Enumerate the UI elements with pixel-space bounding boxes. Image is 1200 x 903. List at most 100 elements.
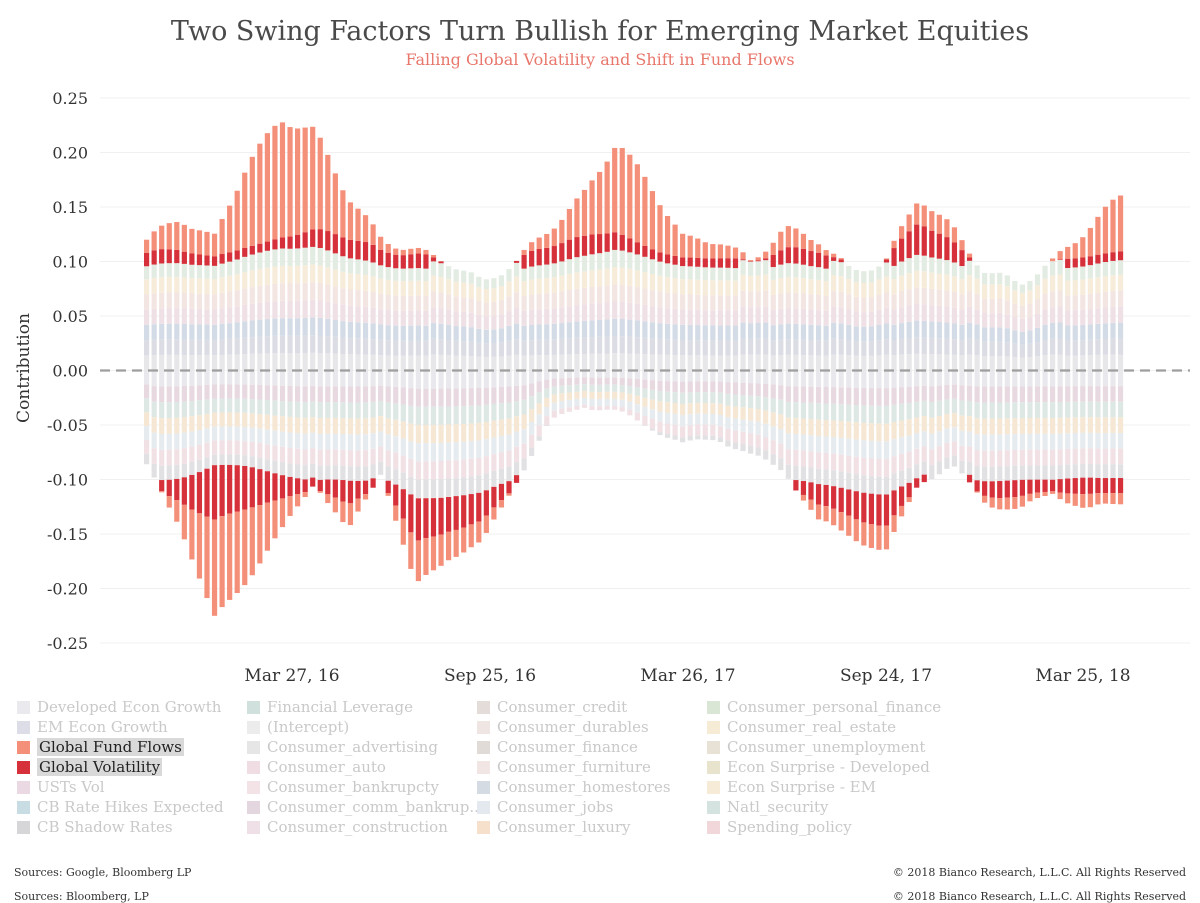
bar-segment <box>815 386 822 404</box>
bar-segment <box>1057 354 1063 371</box>
bar-segment <box>906 386 912 403</box>
legend-item[interactable]: Global Volatility <box>17 757 224 777</box>
legend-item[interactable]: Developed Econ Growth <box>17 697 224 717</box>
bar-segment <box>1057 306 1063 323</box>
bar-segment <box>657 432 663 436</box>
bar-segment <box>257 399 263 415</box>
bar-segment <box>446 424 452 443</box>
bar-segment <box>181 448 187 464</box>
bar-segment <box>672 403 678 414</box>
bar-segment <box>529 396 535 410</box>
bar-segment <box>378 339 384 356</box>
bar-segment <box>619 399 625 408</box>
bar-segment <box>597 353 603 371</box>
bar-segment <box>468 388 474 406</box>
bar-segment-global-volatility <box>770 254 776 268</box>
bar-segment <box>453 311 459 327</box>
legend-item[interactable]: CB Shadow Rates <box>17 817 224 837</box>
legend-item[interactable]: (Intercept) <box>247 717 479 737</box>
bar-segment <box>597 377 603 385</box>
bar-segment <box>468 272 474 284</box>
bar-segment-global-fund-flows <box>264 502 270 551</box>
legend-item[interactable]: Spending_policy <box>707 817 941 837</box>
bar-segment <box>876 459 882 477</box>
bar-segment <box>491 315 497 330</box>
legend-item[interactable]: Consumer_jobs <box>477 797 671 817</box>
bar-segment <box>159 263 165 278</box>
bar-segment <box>619 353 625 371</box>
bar-segment <box>808 418 814 436</box>
legend-item[interactable]: Consumer_construction <box>247 817 479 837</box>
bar-segment <box>868 326 874 342</box>
bar-segment <box>302 352 308 371</box>
legend-item[interactable]: CB Rate Hikes Expected <box>17 797 224 817</box>
bar-segment <box>982 450 988 467</box>
bar-segment <box>189 446 195 462</box>
legend-item[interactable]: Consumer_homestores <box>477 777 671 797</box>
bar-segment <box>144 426 150 440</box>
bar-segment <box>944 457 950 469</box>
bar-segment <box>529 266 535 280</box>
legend-item[interactable]: Consumer_credit <box>477 697 671 717</box>
bar-segment <box>181 308 187 324</box>
legend-item[interactable]: Natl_security <box>707 797 941 817</box>
bar-segment <box>151 417 157 433</box>
bar-segment <box>249 384 255 400</box>
bar-segment <box>1087 355 1093 371</box>
bar-segment-global-fund-flows <box>1065 246 1071 259</box>
legend-item[interactable]: Consumer_advertising <box>247 737 479 757</box>
legend-item[interactable]: Consumer_luxury <box>477 817 671 837</box>
legend-item[interactable]: Consumer_finance <box>477 737 671 757</box>
bar-segment <box>808 355 814 371</box>
legend-item[interactable]: Consumer_real_estate <box>707 717 941 737</box>
bar-segment-global-volatility <box>944 237 950 261</box>
bar-segment <box>853 311 859 327</box>
bar-segment <box>1004 300 1010 315</box>
bar-segment <box>159 402 165 419</box>
bar-segment-global-volatility <box>800 248 807 265</box>
legend-item[interactable]: EM Econ Growth <box>17 717 224 737</box>
bar-segment <box>566 399 572 408</box>
bar-segment <box>974 324 980 340</box>
legend-item[interactable]: Global Fund Flows <box>17 737 224 757</box>
bar-segment <box>332 253 338 270</box>
bar-segment <box>529 421 535 435</box>
bar-segment <box>287 385 293 402</box>
legend-swatch <box>247 700 260 714</box>
bar-segment <box>295 318 301 336</box>
bar-segment <box>453 326 459 341</box>
bar-segment <box>204 370 210 385</box>
bar-segment-global-volatility <box>899 238 905 262</box>
bar-segment <box>989 386 995 403</box>
legend-item[interactable]: Financial Leverage <box>247 697 479 717</box>
bar-segment-global-volatility <box>415 498 421 541</box>
bar-segment-global-volatility <box>974 480 980 492</box>
legend-item[interactable]: Consumer_comm_bankrup.. <box>247 797 479 817</box>
legend-item[interactable]: Consumer_unemployment <box>707 737 941 757</box>
legend-item[interactable]: Econ Surprise - EM <box>707 777 941 797</box>
bar-segment <box>551 410 557 418</box>
bar-segment <box>249 427 255 442</box>
legend-label: Spending_policy <box>727 818 852 836</box>
bar-segment <box>1019 357 1025 371</box>
bar-segment <box>272 460 278 474</box>
bar-segment <box>710 392 716 404</box>
bar-segment <box>400 310 406 326</box>
legend-item[interactable]: Consumer_bankrupcty <box>247 777 479 797</box>
bar-segment-global-fund-flows <box>506 493 512 496</box>
bar-segment <box>1080 340 1086 356</box>
bar-segment-global-fund-flows <box>393 505 399 521</box>
legend-item[interactable]: USTs Vol <box>17 777 224 797</box>
bar-segment-global-fund-flows <box>340 501 346 523</box>
legend-item[interactable]: Consumer_durables <box>477 717 671 737</box>
legend-item[interactable]: Consumer_furniture <box>477 757 671 777</box>
bar-segment <box>883 292 890 308</box>
bar-segment <box>853 456 859 475</box>
bar-segment <box>710 403 716 415</box>
legend-item[interactable]: Consumer_personal_finance <box>707 697 941 717</box>
legend-item[interactable]: Econ Surprise - Developed <box>707 757 941 777</box>
bar-segment <box>612 301 618 319</box>
bar-segment <box>604 268 610 286</box>
bar-segment-global-fund-flows <box>883 258 890 260</box>
legend-item[interactable]: Consumer_auto <box>247 757 479 777</box>
